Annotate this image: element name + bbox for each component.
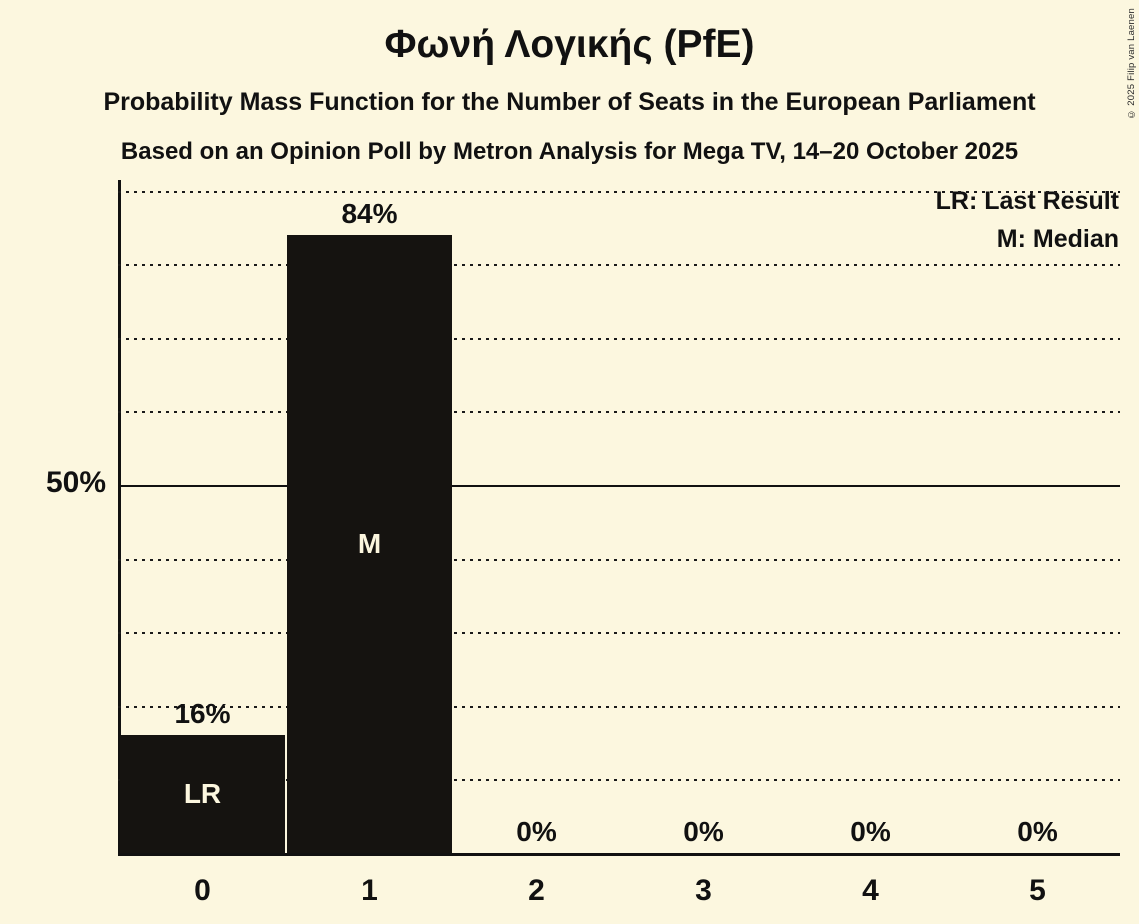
bar-value-label: 84% <box>341 197 398 229</box>
x-axis-tick-2: 2 <box>528 874 545 907</box>
bar-value-label: 16% <box>174 698 231 730</box>
gridline <box>118 558 1120 561</box>
x-axis-tick-3: 3 <box>695 874 712 907</box>
median-marker: M <box>357 527 382 559</box>
copyright-notice: © 2025 Filip van Laenen <box>1126 8 1137 120</box>
x-axis-tick-5: 5 <box>1029 874 1046 907</box>
bar: LR <box>120 735 285 853</box>
gridline <box>118 632 1120 635</box>
bar: M <box>287 234 452 853</box>
gridline <box>118 411 1120 414</box>
gridline <box>118 337 1120 340</box>
x-axis-tick-1: 1 <box>361 874 378 907</box>
y-axis-tick-50: 50% <box>45 466 106 499</box>
bar-value-label: 0% <box>1017 816 1058 847</box>
x-axis-tick-4: 4 <box>862 874 879 907</box>
chart-subtitle: Probability Mass Function for the Number… <box>103 88 1036 116</box>
bar-value-label: 0% <box>850 816 891 847</box>
bar-value-label: 0% <box>516 816 557 847</box>
gridline-major <box>118 485 1120 487</box>
gridline <box>118 705 1120 708</box>
bar-value-label: 0% <box>683 816 724 847</box>
y-axis-line <box>118 180 121 856</box>
gridline <box>118 264 1120 267</box>
page-title: Φωνή Λογικής (PfE) <box>384 23 755 66</box>
gridline <box>118 190 1120 193</box>
x-axis-tick-0: 0 <box>194 874 211 907</box>
last-result-marker: LR <box>183 778 222 810</box>
chart-source-subtitle: Based on an Opinion Poll by Metron Analy… <box>120 138 1019 165</box>
gridline <box>118 779 1120 782</box>
x-axis-line <box>118 853 1120 856</box>
plot-area: LR 16% M 84% 0% 0% 0% 0% <box>118 180 1120 856</box>
legend-median: M: Median <box>996 225 1119 253</box>
